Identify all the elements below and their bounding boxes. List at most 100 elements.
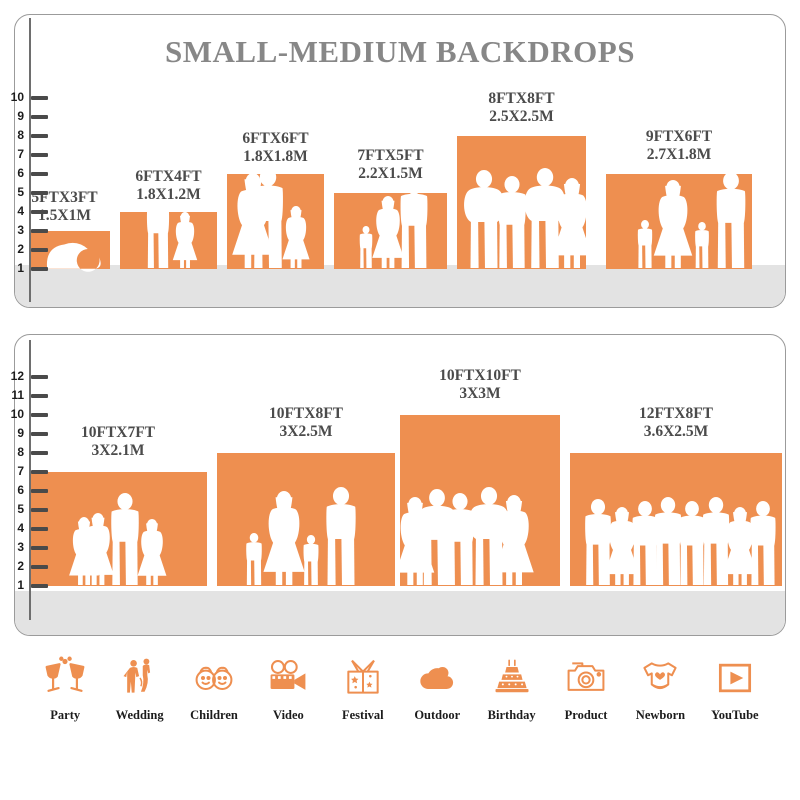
bar-size-meters: 2.5X2.5M bbox=[489, 107, 554, 125]
bar-size-feet: 10FTX8FT bbox=[268, 404, 344, 422]
bar-size-caption: 10FTX10FT 3X3M bbox=[400, 367, 560, 403]
bar-size-feet: 10FTX7FT bbox=[80, 423, 156, 441]
play-button-icon bbox=[713, 650, 757, 706]
axis-tick bbox=[31, 526, 48, 531]
bar-size-feet: 8FTX8FT bbox=[488, 89, 555, 107]
bar bbox=[29, 471, 207, 586]
axis-tick-label: 6 bbox=[17, 482, 24, 497]
axis-tick bbox=[31, 431, 48, 436]
champagne-glasses-icon bbox=[43, 650, 87, 706]
bar bbox=[334, 192, 447, 269]
axis-tick-label: 4 bbox=[17, 520, 24, 535]
axis-tick bbox=[31, 209, 48, 214]
axis-tick bbox=[31, 412, 48, 417]
panel-2-floor bbox=[15, 591, 785, 635]
axis-tick bbox=[31, 190, 48, 195]
bar bbox=[457, 135, 586, 269]
bar-size-meters: 1.8X1.8M bbox=[243, 147, 308, 165]
bar-size-meters: 1.5X1M bbox=[38, 206, 91, 224]
axis-tick-label: 3 bbox=[17, 222, 24, 237]
axis-tick bbox=[31, 583, 48, 588]
axis-tick bbox=[31, 450, 48, 455]
axis-tick bbox=[31, 114, 48, 119]
axis-tick bbox=[31, 171, 48, 176]
axis-tick bbox=[31, 95, 48, 100]
icon-cell-festival[interactable]: Festival bbox=[326, 650, 400, 723]
axis-tick-label: 9 bbox=[17, 425, 24, 440]
axis-tick bbox=[31, 133, 48, 138]
icon-cell-youtube[interactable]: YouTube bbox=[698, 650, 772, 723]
bar bbox=[570, 452, 782, 586]
icon-cell-birthday[interactable]: Birthday bbox=[474, 650, 548, 723]
baby-onesie-icon bbox=[638, 650, 682, 706]
video-camera-icon bbox=[266, 650, 310, 706]
axis-tick-label: 5 bbox=[17, 501, 24, 516]
bar-size-feet: 6FTX4FT bbox=[135, 167, 202, 185]
axis-tick bbox=[31, 507, 48, 512]
bar-size-meters: 3X3M bbox=[459, 384, 501, 402]
category-icon-strip: Party Wedding Children bbox=[14, 650, 786, 760]
icon-cell-children[interactable]: Children bbox=[177, 650, 251, 723]
icon-cell-product[interactable]: Product bbox=[549, 650, 623, 723]
axis-tick bbox=[31, 374, 48, 379]
bar-size-feet: 12FTX8FT bbox=[638, 404, 714, 422]
axis-tick-label: 2 bbox=[17, 241, 24, 256]
bar-size-caption: 10FTX7FT 3X2.1M bbox=[29, 424, 207, 460]
bar-size-meters: 3X2.1M bbox=[91, 441, 145, 459]
axis-tick-label: 8 bbox=[17, 127, 24, 142]
bar-size-caption: 6FTX6FT 1.8X1.8M bbox=[227, 130, 324, 166]
bar bbox=[606, 173, 752, 269]
axis-tick-label: 6 bbox=[17, 165, 24, 180]
bar bbox=[227, 173, 324, 269]
icon-label: Party bbox=[50, 708, 81, 722]
axis-tick-label: 3 bbox=[17, 539, 24, 554]
children-faces-icon bbox=[192, 650, 236, 706]
axis-tick-label: 1 bbox=[17, 577, 24, 592]
axis-tick bbox=[31, 266, 48, 271]
bar-size-caption: 8FTX8FT 2.5X2.5M bbox=[457, 90, 586, 126]
bar-size-meters: 2.2X1.5M bbox=[358, 164, 423, 182]
bar-size-caption: 5FTX3FT 1.5X1M bbox=[24, 189, 105, 225]
icon-cell-outdoor[interactable]: Outdoor bbox=[400, 650, 474, 723]
icon-label: Newborn bbox=[635, 708, 686, 722]
bar-size-meters: 3.6X2.5M bbox=[643, 422, 709, 440]
axis-tick bbox=[31, 247, 48, 252]
icon-cell-video[interactable]: Video bbox=[251, 650, 325, 723]
icon-label: Video bbox=[273, 708, 304, 722]
axis-tick bbox=[31, 469, 48, 474]
cloud-icon bbox=[415, 650, 459, 706]
axis-tick-label: 5 bbox=[17, 184, 24, 199]
bar-size-caption: 9FTX6FT 2.7X1.8M bbox=[606, 128, 752, 164]
bar-size-meters: 1.8X1.2M bbox=[136, 185, 201, 203]
axis-tick bbox=[31, 488, 48, 493]
bar bbox=[400, 414, 560, 586]
axis-tick-label: 1 bbox=[17, 260, 24, 275]
bar-size-feet: 10FTX10FT bbox=[439, 366, 521, 384]
axis-tick-label: 9 bbox=[17, 108, 24, 123]
bar-size-caption: 6FTX4FT 1.8X1.2M bbox=[120, 168, 217, 204]
axis-tick-label: 11 bbox=[11, 387, 24, 402]
axis-tick-label: 2 bbox=[17, 558, 24, 573]
axis-tick-label: 8 bbox=[17, 444, 24, 459]
icon-cell-newborn[interactable]: Newborn bbox=[623, 650, 697, 723]
axis-tick-label: 10 bbox=[10, 89, 24, 104]
bar-size-feet: 6FTX6FT bbox=[242, 129, 309, 147]
panel-1-floor bbox=[15, 265, 785, 307]
axis-tick bbox=[31, 564, 48, 569]
bar-size-caption: 12FTX8FT 3.6X2.5M bbox=[570, 405, 782, 441]
bar-size-feet: 9FTX6FT bbox=[645, 127, 713, 145]
gift-box-icon bbox=[341, 650, 385, 706]
bar-size-caption: 7FTX5FT 2.2X1.5M bbox=[334, 147, 447, 183]
icon-label: Birthday bbox=[487, 708, 536, 722]
birthday-cake-icon bbox=[490, 650, 534, 706]
icon-label: Wedding bbox=[115, 708, 164, 722]
icon-cell-party[interactable]: Party bbox=[28, 650, 102, 723]
chart2-y-axis-line bbox=[29, 340, 31, 620]
icon-label: Outdoor bbox=[414, 708, 461, 722]
chart1-y-axis-line bbox=[29, 18, 31, 302]
wedding-couple-icon bbox=[118, 650, 162, 706]
page-title: SMALL-MEDIUM BACKDROPS bbox=[165, 34, 635, 69]
camera-icon bbox=[564, 650, 608, 706]
axis-tick-label: 12 bbox=[10, 368, 24, 383]
icon-cell-wedding[interactable]: Wedding bbox=[102, 650, 176, 723]
